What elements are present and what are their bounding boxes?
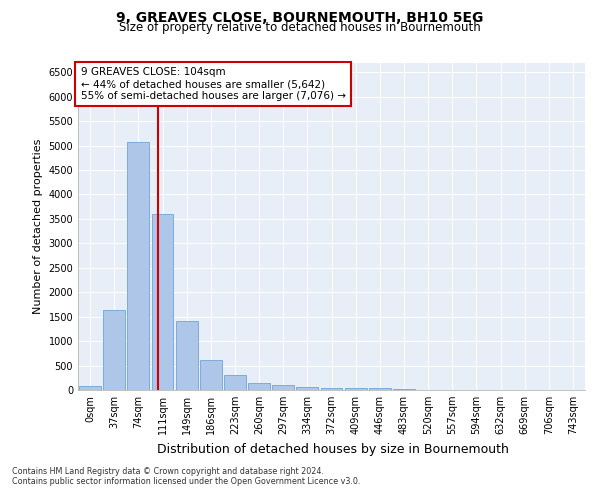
Bar <box>79 386 101 390</box>
Bar <box>320 388 343 390</box>
Text: 9, GREAVES CLOSE, BOURNEMOUTH, BH10 5EG: 9, GREAVES CLOSE, BOURNEMOUTH, BH10 5EG <box>116 11 484 25</box>
Text: 9 GREAVES CLOSE: 104sqm
← 44% of detached houses are smaller (5,642)
55% of semi: 9 GREAVES CLOSE: 104sqm ← 44% of detache… <box>80 68 346 100</box>
Text: Distribution of detached houses by size in Bournemouth: Distribution of detached houses by size … <box>157 442 509 456</box>
Text: Contains public sector information licensed under the Open Government Licence v3: Contains public sector information licen… <box>12 477 361 486</box>
Bar <box>127 142 149 390</box>
Text: Size of property relative to detached houses in Bournemouth: Size of property relative to detached ho… <box>119 22 481 35</box>
Text: Contains HM Land Registry data © Crown copyright and database right 2024.: Contains HM Land Registry data © Crown c… <box>12 467 324 476</box>
Bar <box>272 385 294 390</box>
Bar <box>176 321 197 390</box>
Bar <box>393 389 415 390</box>
Bar <box>103 310 125 390</box>
Bar <box>200 360 221 390</box>
Y-axis label: Number of detached properties: Number of detached properties <box>33 138 43 314</box>
Bar <box>248 383 270 390</box>
Bar <box>296 388 318 390</box>
Bar <box>345 388 367 390</box>
Bar <box>152 214 173 390</box>
Bar <box>369 388 391 390</box>
Bar <box>224 375 246 390</box>
